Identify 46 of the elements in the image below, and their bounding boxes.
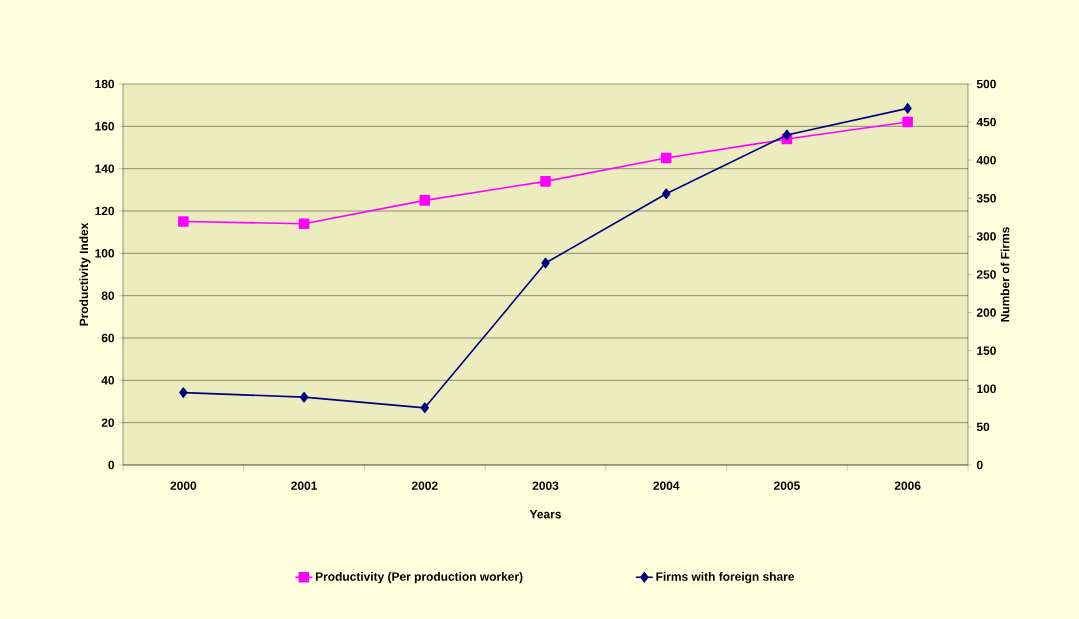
point (178, 216, 189, 227)
legend-label: Firms with foreign share (656, 572, 795, 584)
y2-tick-label: 400 (976, 155, 996, 165)
point (782, 129, 792, 141)
y-tick-label: 140 (95, 164, 115, 173)
y-axis-title: Productivity Index (79, 222, 91, 326)
y-tick-label: 160 (95, 122, 115, 131)
y-tick-label: 20 (101, 418, 115, 427)
y2-tick-label: 50 (976, 422, 990, 432)
point (903, 103, 912, 114)
x-tick-label: 2000 (170, 481, 197, 490)
y-tick-label: 0 (108, 460, 115, 470)
x-tick-label: 2004 (653, 481, 680, 490)
x-tick-label: 2005 (774, 481, 800, 490)
y2-tick-label: 450 (976, 117, 996, 127)
point (662, 188, 671, 199)
y2-tick-label: 250 (976, 270, 996, 279)
y2-tick-label: 500 (976, 79, 996, 89)
y-tick-label: 180 (95, 79, 115, 89)
x-tick-label: 2001 (291, 481, 318, 490)
y2-tick-label: 0 (976, 460, 983, 470)
point (299, 391, 309, 403)
x-tick-label: 2006 (894, 481, 921, 490)
point (419, 195, 431, 206)
point (541, 257, 550, 269)
y2-tick-label: 350 (976, 194, 996, 203)
y-tick-label: 120 (95, 206, 115, 216)
point (660, 152, 672, 164)
y-tick-label: 80 (101, 291, 115, 300)
y-tick-label: 40 (101, 376, 115, 385)
y-tick-label: 100 (95, 249, 115, 258)
point (902, 116, 913, 128)
y2-tick-label: 150 (977, 346, 996, 355)
point (179, 387, 188, 398)
point (540, 176, 551, 187)
x-axis-title: Years (529, 510, 561, 519)
y2-tick-label: 300 (976, 232, 996, 241)
y2-tick-label: 100 (977, 384, 996, 394)
y-tick-label: 60 (101, 333, 115, 343)
y2-tick-label: 200 (976, 308, 996, 317)
legend-label: Productivity (Per production worker) (315, 572, 523, 584)
x-tick-label: 2002 (411, 481, 438, 490)
point (298, 218, 310, 229)
y2-axis-title: Number of Firms (1000, 227, 1010, 322)
x-tick-label: 2003 (532, 481, 559, 490)
point (420, 402, 429, 414)
